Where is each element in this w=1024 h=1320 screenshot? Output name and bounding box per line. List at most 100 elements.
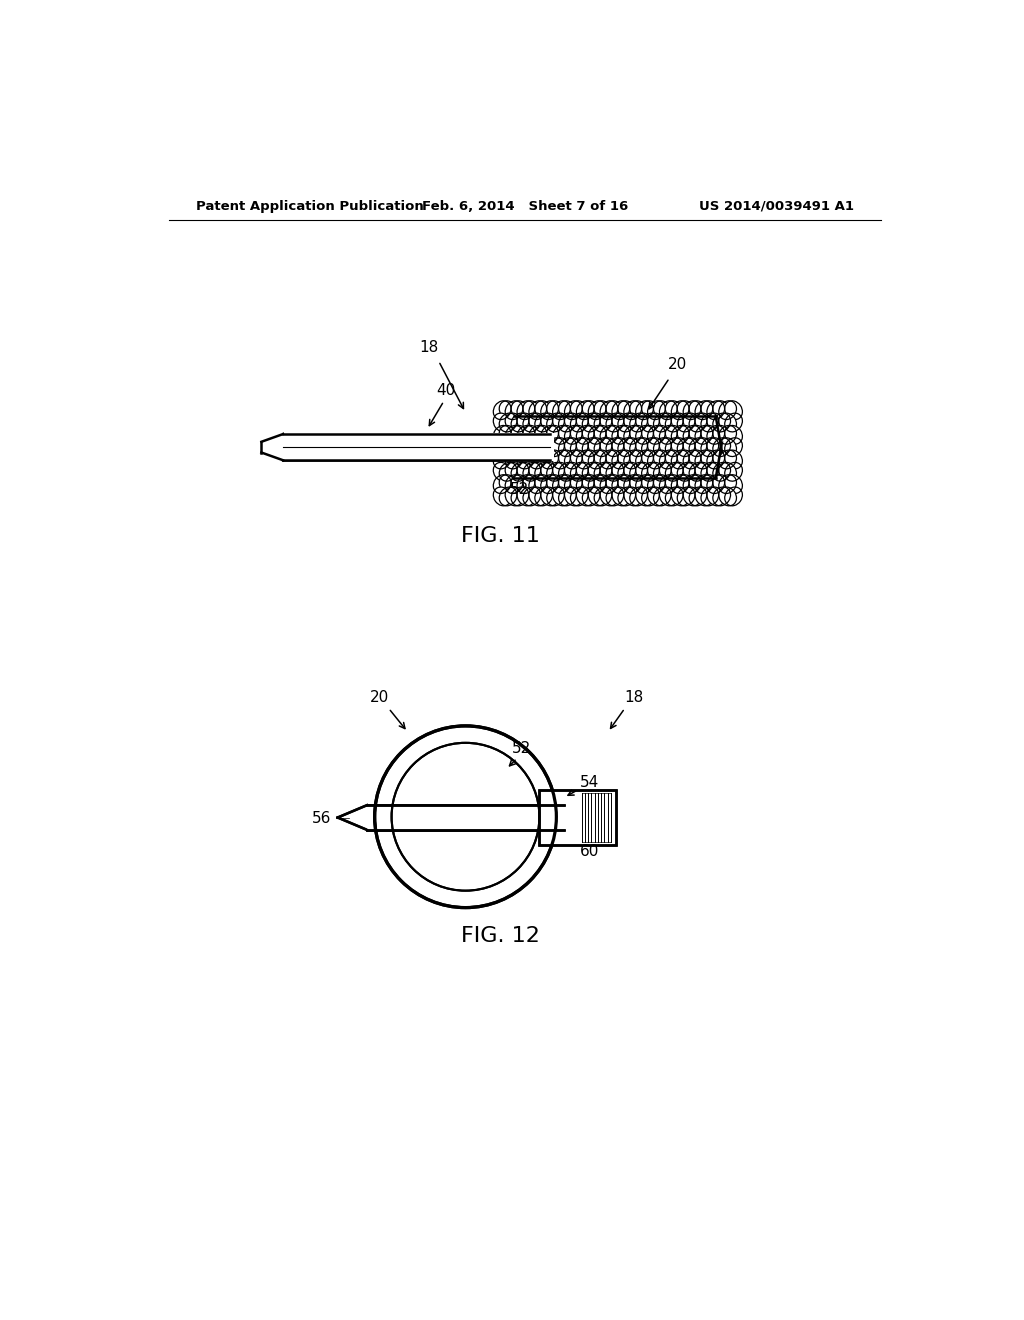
Ellipse shape <box>606 475 624 494</box>
Ellipse shape <box>600 438 617 457</box>
Ellipse shape <box>606 425 624 445</box>
Text: 54: 54 <box>580 775 599 789</box>
Ellipse shape <box>529 462 547 482</box>
Ellipse shape <box>553 413 570 432</box>
Ellipse shape <box>553 462 570 482</box>
Ellipse shape <box>583 401 600 420</box>
Ellipse shape <box>695 413 713 432</box>
Ellipse shape <box>701 450 719 469</box>
Ellipse shape <box>523 401 541 420</box>
Ellipse shape <box>695 438 713 457</box>
Ellipse shape <box>558 401 577 420</box>
Ellipse shape <box>588 413 606 432</box>
Ellipse shape <box>677 475 695 494</box>
Ellipse shape <box>517 413 535 432</box>
Ellipse shape <box>689 475 707 494</box>
Ellipse shape <box>588 487 606 506</box>
Ellipse shape <box>725 425 742 445</box>
Ellipse shape <box>659 487 677 506</box>
Ellipse shape <box>606 401 624 420</box>
Ellipse shape <box>713 401 730 420</box>
Ellipse shape <box>707 438 725 457</box>
Ellipse shape <box>583 425 600 445</box>
Ellipse shape <box>612 413 630 432</box>
Ellipse shape <box>529 438 547 457</box>
Bar <box>367 805 564 830</box>
Ellipse shape <box>666 425 683 445</box>
Ellipse shape <box>570 425 588 445</box>
Ellipse shape <box>653 450 671 469</box>
Ellipse shape <box>505 487 523 506</box>
Ellipse shape <box>500 475 517 494</box>
Text: Feb. 6, 2014   Sheet 7 of 16: Feb. 6, 2014 Sheet 7 of 16 <box>422 199 628 213</box>
Ellipse shape <box>672 413 689 432</box>
Ellipse shape <box>636 438 653 457</box>
Ellipse shape <box>630 475 647 494</box>
Ellipse shape <box>672 438 689 457</box>
Text: 18: 18 <box>625 690 644 705</box>
Text: 60: 60 <box>580 843 599 859</box>
Ellipse shape <box>564 438 583 457</box>
Text: 52: 52 <box>512 741 531 756</box>
Ellipse shape <box>535 450 553 469</box>
Bar <box>367 805 564 830</box>
Ellipse shape <box>523 475 541 494</box>
Ellipse shape <box>594 401 612 420</box>
Ellipse shape <box>683 413 700 432</box>
Ellipse shape <box>535 401 553 420</box>
Ellipse shape <box>535 475 553 494</box>
Ellipse shape <box>529 413 547 432</box>
Ellipse shape <box>600 487 617 506</box>
Ellipse shape <box>558 475 577 494</box>
Ellipse shape <box>642 475 659 494</box>
Ellipse shape <box>564 462 583 482</box>
Ellipse shape <box>564 487 583 506</box>
Ellipse shape <box>683 438 700 457</box>
Ellipse shape <box>541 487 558 506</box>
Ellipse shape <box>677 425 695 445</box>
Ellipse shape <box>588 462 606 482</box>
Ellipse shape <box>529 487 547 506</box>
Ellipse shape <box>725 450 742 469</box>
Ellipse shape <box>494 462 511 482</box>
Ellipse shape <box>588 438 606 457</box>
Ellipse shape <box>511 401 528 420</box>
Ellipse shape <box>583 475 600 494</box>
Ellipse shape <box>577 487 594 506</box>
Ellipse shape <box>636 462 653 482</box>
Ellipse shape <box>505 438 523 457</box>
Ellipse shape <box>517 487 535 506</box>
Ellipse shape <box>541 462 558 482</box>
Ellipse shape <box>647 413 666 432</box>
Ellipse shape <box>612 487 630 506</box>
Circle shape <box>376 726 556 907</box>
Ellipse shape <box>624 413 642 432</box>
Ellipse shape <box>636 487 653 506</box>
Ellipse shape <box>653 401 671 420</box>
Ellipse shape <box>617 475 636 494</box>
Ellipse shape <box>558 450 577 469</box>
Ellipse shape <box>511 475 528 494</box>
Ellipse shape <box>577 462 594 482</box>
Ellipse shape <box>666 401 683 420</box>
Ellipse shape <box>594 450 612 469</box>
Ellipse shape <box>666 475 683 494</box>
Ellipse shape <box>701 475 719 494</box>
Ellipse shape <box>606 450 624 469</box>
Ellipse shape <box>707 487 725 506</box>
Ellipse shape <box>505 462 523 482</box>
Bar <box>540 791 616 845</box>
Ellipse shape <box>600 413 617 432</box>
Ellipse shape <box>707 413 725 432</box>
Bar <box>514 416 716 478</box>
Ellipse shape <box>713 475 730 494</box>
Ellipse shape <box>642 450 659 469</box>
Ellipse shape <box>570 450 588 469</box>
Ellipse shape <box>494 438 511 457</box>
Ellipse shape <box>547 475 564 494</box>
Ellipse shape <box>517 438 535 457</box>
Ellipse shape <box>494 487 511 506</box>
Ellipse shape <box>570 401 588 420</box>
Ellipse shape <box>558 425 577 445</box>
Ellipse shape <box>523 425 541 445</box>
